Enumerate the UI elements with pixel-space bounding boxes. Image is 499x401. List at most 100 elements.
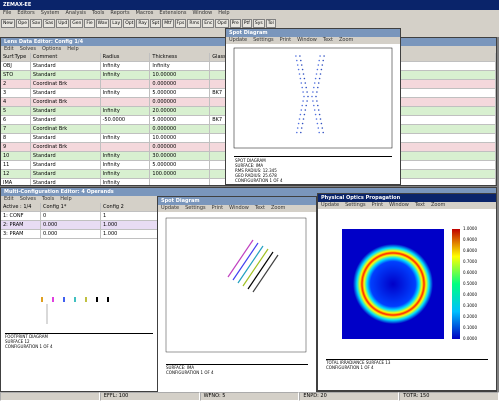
toolbar-button[interactable]: Wav (95, 19, 110, 28)
table-cell: Standard (31, 89, 101, 97)
plot-shape (303, 77, 306, 80)
window-menu-item[interactable]: Settings (345, 202, 366, 208)
scale-label: 0.1000 (463, 325, 477, 330)
table-cell: 5.000000 (150, 161, 211, 169)
plot-shape (320, 68, 323, 71)
menu-item[interactable]: Help (218, 10, 230, 16)
window-menu-item[interactable]: Zoom (270, 205, 286, 211)
table-cell: 5 (1, 107, 31, 115)
window-menu-item[interactable]: Text (414, 202, 425, 208)
menu-item[interactable]: File (3, 10, 12, 16)
window-menu-item[interactable]: Window (389, 202, 409, 208)
toolbar-button[interactable]: Opd (215, 19, 229, 28)
toolbar-button[interactable]: Fps (174, 19, 187, 28)
window-menu-item[interactable]: Text (254, 205, 265, 211)
toolbar-button[interactable]: Mtf (162, 19, 174, 28)
window-menu-item[interactable]: Print (211, 205, 224, 211)
window-menu-item[interactable]: Zoom (430, 202, 446, 208)
window-menu-item[interactable]: Options (41, 46, 62, 52)
status-field: EFFL: 100 (99, 392, 200, 401)
toolbar-button[interactable]: Pre (229, 19, 241, 28)
column-header: Config 1* (41, 203, 101, 211)
toolbar-button[interactable]: Tol (265, 19, 276, 28)
window-menu-item[interactable]: Edit (4, 196, 14, 202)
toolbar-button[interactable]: Rms (187, 19, 202, 28)
window-menu-item[interactable]: Help (60, 196, 72, 202)
menu-item[interactable]: Window (192, 10, 213, 16)
window-menu-item[interactable]: Tools (41, 196, 55, 202)
plot-shape (298, 73, 301, 75)
window-menu-item[interactable]: Print (371, 202, 384, 208)
toolbar-button[interactable]: Enc (202, 19, 215, 28)
toolbar-button[interactable]: Fie (84, 19, 95, 28)
window-menu-item[interactable]: Update (229, 37, 248, 43)
window-menu-item[interactable]: Text (322, 37, 333, 43)
window-title: Spot Diagram (226, 29, 400, 37)
window-menu-item[interactable]: Update (321, 202, 340, 208)
toolbar-button[interactable]: Ray (136, 19, 149, 28)
toolbar-button[interactable]: Ptf (241, 19, 252, 28)
plot-shape (315, 118, 318, 120)
table-cell: 10.00000 (150, 134, 211, 142)
table-cell: Coordinat Brk (31, 125, 101, 133)
plot-shape (318, 131, 320, 134)
toolbar-button[interactable]: Sav (30, 19, 43, 28)
toolbar-button[interactable]: Opt (123, 19, 136, 28)
scale-label: 0.2000 (463, 314, 477, 319)
toolbar-button[interactable]: New (1, 19, 15, 28)
plot (233, 47, 393, 149)
app-title: ZEMAX-EE (0, 0, 499, 10)
status-field: TOTR: 150 (399, 392, 499, 401)
footer-line: TOTAL IRRADIANCE SURFACE 13 (326, 360, 391, 365)
window-menu-item[interactable]: Solves (19, 46, 36, 52)
table-cell: Infinity (101, 71, 151, 79)
toolbar-button[interactable]: Ope (15, 19, 29, 28)
window-menu-item[interactable]: Window (297, 37, 317, 43)
plot-shape (319, 73, 322, 75)
toolbar-button[interactable]: Spt (149, 19, 162, 28)
table-cell: Infinity (150, 62, 211, 70)
window-menu-item[interactable]: Window (229, 205, 249, 211)
window-menu-item[interactable]: Help (67, 46, 79, 52)
plot-footer: FOOTPRINT DIAGRAM SURFACE 12 CONFIGURATION… (5, 333, 153, 349)
toolbar-button[interactable]: Gen (70, 19, 84, 28)
menu-item[interactable]: Editors (17, 10, 35, 16)
plot-footer: SURFACE: IMA CONFIGURATION 1 OF 4 (166, 364, 308, 375)
toolbar-button[interactable]: Lay (110, 19, 123, 28)
plot-shape (300, 127, 303, 129)
window-menu-item[interactable]: Settings (253, 37, 274, 43)
table-cell: 7 (1, 125, 31, 133)
plot-shape (296, 59, 298, 62)
menu-item[interactable]: Analysis (65, 10, 87, 16)
plot-shape (316, 91, 318, 93)
status-field: ENPD: 20 (299, 392, 400, 401)
toolbar-button[interactable]: Sas (43, 19, 56, 28)
window-menu-item[interactable]: Edit (4, 46, 14, 52)
table-cell: 0.000 (41, 230, 101, 238)
menu-item[interactable]: Extensions (159, 10, 187, 16)
window-menu-item[interactable]: Print (279, 37, 292, 43)
table-cell: Standard (31, 179, 101, 185)
plot-footer: TOTAL IRRADIANCE SURFACE 13 CONFIGURATION… (326, 359, 488, 370)
table-cell: 0.000000 (150, 98, 211, 106)
table-cell: Coordinat Brk (31, 80, 101, 88)
menu-item[interactable]: Reports (110, 10, 130, 16)
toolbar-button[interactable]: Sys (252, 19, 265, 28)
plot-shape (313, 104, 315, 107)
window-menu-item[interactable]: Update (161, 205, 180, 211)
window-title: Multi-Configuration Editor: 4 Operands (1, 188, 496, 196)
toolbar-button[interactable]: Upd (56, 19, 70, 28)
table-cell: 30.00000 (150, 152, 211, 160)
table-cell: 6 (1, 116, 31, 124)
menu-item[interactable]: Tools (92, 10, 105, 16)
table-cell: 0.000000 (150, 80, 211, 88)
plot-shape (301, 86, 303, 89)
menu-item[interactable]: Macros (135, 10, 154, 16)
window-menu-item[interactable]: Settings (185, 205, 206, 211)
window-menu-item[interactable]: Solves (19, 196, 36, 202)
window-menu-item[interactable]: Zoom (338, 37, 354, 43)
menu-item[interactable]: System (40, 10, 60, 16)
table-cell: Infinity (101, 161, 151, 169)
plot-shape (322, 59, 324, 62)
footer-line: RMS RADIUS: 12.345 (235, 168, 277, 173)
